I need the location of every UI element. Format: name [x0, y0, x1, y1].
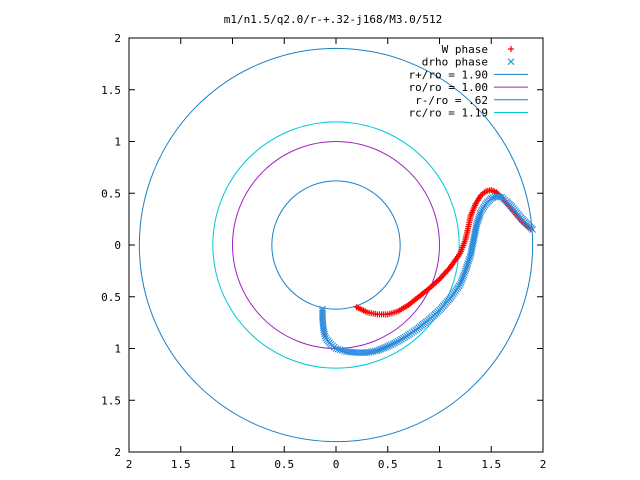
data-point: [466, 253, 474, 261]
y-tick-label: 1.5: [101, 394, 121, 407]
legend-marker: [507, 58, 515, 66]
data-point: [459, 275, 466, 282]
data-point: [320, 328, 328, 336]
x-tick-label: 1.5: [171, 458, 191, 471]
data-point: [489, 194, 497, 202]
data-point: [529, 226, 537, 233]
x-tick-label: 1.5: [481, 458, 501, 471]
data-point: [374, 347, 381, 354]
data-point: [458, 277, 466, 284]
data-point: [487, 195, 495, 202]
legend-label: r+/ro = 1.90: [409, 68, 488, 81]
circle-rcro: [212, 121, 460, 369]
legend-label: drho phase: [422, 56, 488, 69]
data-point: [459, 273, 467, 281]
y-tick-label: 2: [114, 32, 121, 45]
data-point: [380, 344, 388, 352]
data-point: [334, 345, 342, 353]
data-point: [371, 347, 379, 355]
data-point: [321, 332, 329, 340]
data-point: [460, 271, 468, 279]
data-point: [463, 261, 471, 269]
data-point: [336, 346, 344, 354]
data-point: [496, 193, 504, 201]
x-tick-label: 0: [333, 458, 340, 471]
series-drho-phase: [319, 192, 537, 357]
chart-title: m1/n1.5/q2.0/r-+.32-j168/M3.0/512: [224, 13, 443, 26]
y-tick-label: 1: [114, 343, 121, 356]
x-tick-label: 2: [126, 458, 133, 471]
data-point: [387, 341, 395, 349]
axis-ticks: 2 1.5 1 0.5 0 0.5 1 1.5 221.510.500.511.52: [101, 32, 546, 471]
legend-label: W phase: [442, 43, 488, 56]
data-point: [389, 340, 397, 348]
x-tick-label: 0.5: [378, 458, 398, 471]
data-point: [462, 265, 470, 273]
data-points: [319, 187, 537, 357]
data-point: [377, 345, 385, 353]
x-tick-label: 2: [540, 458, 547, 471]
data-point: [392, 338, 400, 346]
data-point: [463, 263, 471, 271]
data-point: [321, 330, 329, 338]
x-tick-label: 1: [229, 458, 236, 471]
data-point: [457, 279, 465, 286]
x-tick-label: 0.5: [274, 458, 294, 471]
data-point: [461, 267, 469, 275]
data-point: [465, 255, 473, 263]
circle-roro: [232, 141, 440, 349]
data-point: [379, 345, 386, 352]
data-point: [386, 342, 393, 349]
data-point: [382, 343, 390, 351]
legend-label: ro/ro = 1.00: [409, 81, 488, 94]
y-tick-label: 1: [114, 136, 121, 149]
data-point: [320, 326, 327, 334]
legend-label: rc/ro = 1.19: [409, 107, 488, 120]
data-point: [464, 259, 472, 267]
x-tick-label: 1: [436, 458, 443, 471]
y-tick-label: 0: [114, 239, 121, 252]
data-point: [476, 210, 484, 218]
data-point: [456, 280, 464, 288]
data-point: [461, 269, 469, 277]
data-point: [338, 346, 346, 354]
y-tick-label: 1.5: [101, 84, 121, 97]
data-point: [332, 345, 340, 352]
circle-r-ro: [271, 180, 401, 310]
data-point: [465, 257, 472, 265]
y-tick-label: 2: [114, 446, 121, 459]
legend-label: r-/ro = .62: [415, 94, 488, 107]
legend-marker: [508, 46, 514, 52]
data-point: [384, 343, 392, 350]
y-tick-label: 0.5: [101, 291, 121, 304]
data-point: [391, 339, 399, 347]
y-tick-label: 0.5: [101, 187, 121, 200]
data-point: [375, 346, 383, 354]
circle-r+ro: [138, 47, 534, 443]
